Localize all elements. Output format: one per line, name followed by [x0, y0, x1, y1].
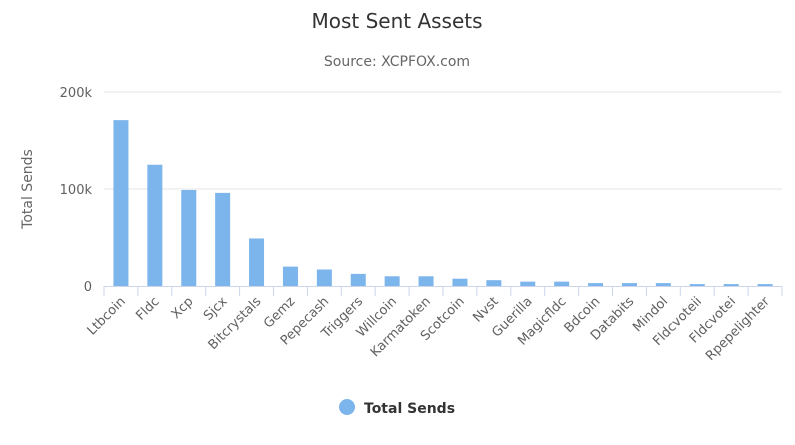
bar[interactable] [486, 280, 502, 286]
legend-label[interactable]: Total Sends [364, 401, 455, 417]
bar[interactable] [655, 283, 671, 286]
bar[interactable] [147, 164, 163, 286]
x-tick-label: Xcp [169, 294, 197, 322]
bar[interactable] [588, 283, 604, 286]
bar[interactable] [520, 281, 536, 286]
x-tick-label: Ltbcoin [85, 294, 129, 338]
legend-marker-icon [339, 399, 355, 415]
bar[interactable] [621, 283, 637, 286]
bar[interactable] [689, 284, 705, 286]
bar[interactable] [113, 120, 129, 286]
bar[interactable] [757, 284, 773, 286]
y-tick-label: 100k [60, 183, 93, 198]
bar[interactable] [316, 269, 332, 286]
bar[interactable] [554, 281, 570, 286]
bar[interactable] [418, 276, 434, 286]
chart-subtitle: Source: XCPFOX.com [324, 54, 470, 70]
x-tick-label: Sjcx [201, 294, 231, 324]
y-axis-ticks: 0 100k 200k [60, 86, 93, 295]
x-axis [103, 286, 783, 296]
bar[interactable] [249, 238, 265, 286]
y-tick-label: 200k [60, 86, 93, 101]
gridlines [104, 91, 782, 190]
bars [113, 120, 773, 286]
y-tick-label: 0 [84, 280, 92, 295]
bar[interactable] [350, 273, 366, 286]
bar[interactable] [384, 276, 400, 286]
bar[interactable] [723, 284, 739, 286]
chart-title: Most Sent Assets [311, 9, 482, 33]
x-tick-label: Fldc [133, 294, 162, 323]
bar[interactable] [215, 192, 231, 286]
y-axis-label: Total Sends [20, 149, 36, 230]
bar[interactable] [181, 189, 197, 286]
bar[interactable] [282, 266, 298, 286]
x-axis-tick-labels: Ltbcoin Fldc Xcp SjcxBitcrystalsGemzPepecas… [85, 294, 774, 364]
legend[interactable]: Total Sends [339, 399, 455, 417]
bar[interactable] [452, 278, 468, 286]
